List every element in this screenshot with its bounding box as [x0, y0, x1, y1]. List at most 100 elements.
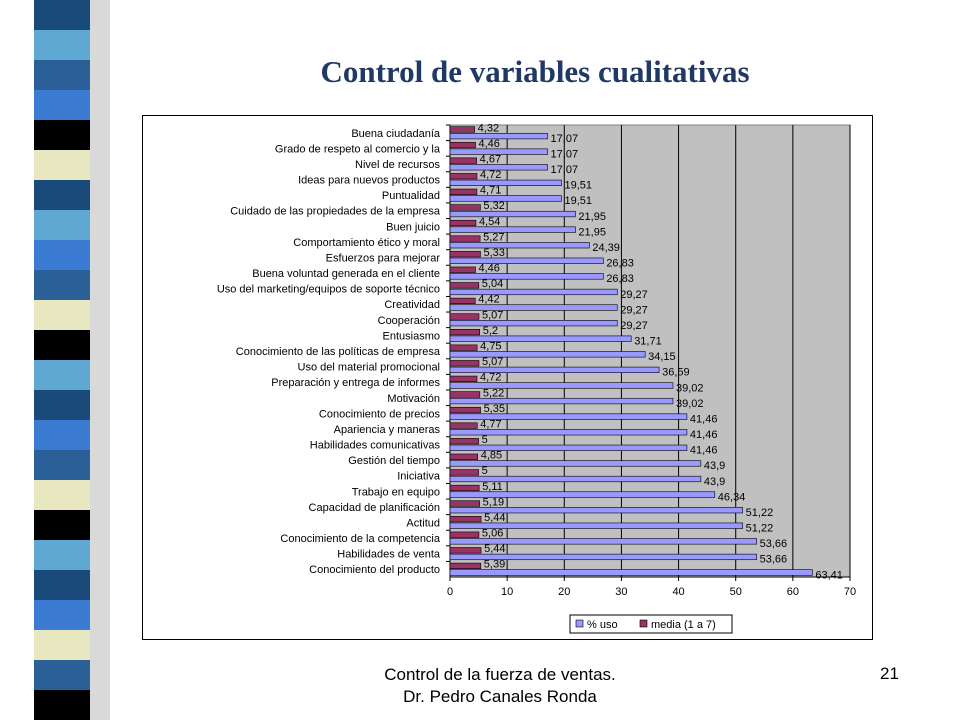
category-label: Actitud [406, 517, 440, 529]
bar-uso [449, 195, 562, 202]
category-label: Apariencia y maneras [334, 424, 441, 436]
stripe-block [34, 480, 90, 511]
data-label-uso: 19,51 [564, 180, 592, 192]
bar-uso [449, 351, 646, 358]
data-label-uso: 39,02 [676, 382, 704, 394]
bar-media [449, 141, 476, 149]
data-label-uso: 29,27 [620, 289, 648, 301]
data-label-media: 5,27 [483, 231, 504, 243]
data-label-uso: 17,07 [551, 164, 579, 176]
data-label-uso: 21,95 [578, 211, 606, 223]
legend-label: media (1 a 7) [651, 619, 716, 631]
category-label: Ideas para nuevos productos [298, 175, 440, 187]
bar-uso [449, 429, 688, 436]
bar-media [449, 391, 481, 398]
data-label-media: 5 [482, 465, 488, 477]
stripe-block [34, 390, 90, 421]
data-label-uso: 53,66 [760, 554, 788, 566]
data-label-media: 5,39 [484, 559, 505, 571]
stripe-shadow [88, 0, 110, 720]
bar-media [449, 266, 476, 273]
data-label-uso: 17,07 [551, 148, 579, 160]
bar-uso [449, 507, 743, 514]
legend-label: % uso [587, 619, 618, 631]
category-label: Esfuerzos para mejorar [326, 252, 441, 264]
stripe-block [34, 270, 90, 301]
bar-media [449, 438, 479, 445]
data-label-uso: 26,83 [606, 273, 634, 285]
data-label-media: 5,11 [482, 481, 503, 493]
category-label: Cooperación [378, 315, 440, 327]
data-label-uso: 29,27 [620, 304, 648, 316]
category-label: Grado de respeto al comercio y la [275, 143, 441, 155]
category-label: Trabajo en equipo [352, 486, 440, 498]
bar-uso [449, 242, 590, 249]
data-label-media: 4,71 [480, 185, 501, 197]
stripe-block [34, 210, 90, 241]
data-label-uso: 43,9 [704, 476, 725, 488]
decorative-stripe [34, 0, 110, 720]
stripe-block [34, 570, 90, 601]
data-label-media: 5,19 [483, 496, 504, 508]
bar-uso [449, 179, 562, 186]
category-label: Buen juicio [386, 221, 440, 233]
bar-uso [449, 132, 548, 140]
bar-uso [449, 210, 576, 218]
footer: Control de la fuerza de ventas. Dr. Pedr… [300, 664, 700, 708]
category-label: Cuidado de las propiedades de la empresa [230, 206, 441, 218]
bar-uso [449, 320, 618, 327]
category-label: Habilidades de venta [337, 549, 441, 561]
data-label-media: 4,54 [479, 216, 500, 228]
stripe-block [34, 420, 90, 451]
stripe-block [34, 330, 90, 361]
bar-media [449, 219, 477, 227]
data-label-media: 5,35 [484, 403, 505, 415]
data-label-uso: 29,27 [620, 320, 648, 332]
data-label-uso: 51,22 [746, 507, 774, 519]
stripe-block [34, 660, 90, 691]
bar-chart: 0 10 20 30 40 50 60 70 Buena ciudadanía 4,32 17,07… [142, 115, 873, 640]
stripe-block [34, 30, 90, 61]
data-label-media: 5 [482, 434, 488, 446]
data-label-media: 4,32 [478, 122, 499, 134]
bar-uso [449, 335, 632, 342]
bar-uso [449, 382, 674, 389]
data-label-media: 5,2 [483, 325, 498, 337]
bar-uso [449, 413, 688, 420]
category-label: Buena ciudadanía [351, 128, 441, 140]
category-label: Conocimiento de precios [319, 408, 441, 420]
bar-media [449, 531, 480, 538]
bar-media [449, 422, 478, 429]
data-label-uso: 36,59 [662, 367, 690, 379]
bar-uso [449, 522, 743, 529]
stripe-block [34, 150, 90, 181]
data-label-media: 5,06 [482, 528, 503, 540]
bar-media [449, 360, 480, 367]
stripe-block [34, 0, 90, 31]
category-label: Entusiasmo [383, 330, 440, 342]
bar-media [449, 469, 479, 476]
bar-uso [449, 257, 604, 264]
data-label-media: 5,32 [483, 200, 504, 212]
data-label-media: 5,44 [484, 543, 505, 555]
stripe-block [34, 180, 90, 211]
data-label-uso: 53,66 [760, 538, 788, 550]
stripe-block [34, 690, 90, 720]
bar-uso [449, 491, 716, 498]
bar-media [449, 297, 476, 305]
data-label-uso: 63,41 [815, 569, 843, 581]
stripe-block [34, 120, 90, 151]
stripe-block [34, 300, 90, 331]
bar-media [449, 375, 478, 382]
bar-media [449, 157, 477, 164]
category-label: Iniciativa [397, 471, 441, 483]
data-label-uso: 26,83 [606, 258, 634, 270]
x-tick-label: 50 [730, 586, 742, 598]
x-tick-label: 0 [447, 586, 453, 598]
page-number: 21 [880, 664, 899, 683]
bar-media [449, 500, 480, 507]
data-label-uso: 51,22 [746, 523, 774, 535]
data-label-uso: 24,39 [592, 242, 620, 254]
data-label-media: 4,67 [480, 153, 501, 165]
stripe-block [34, 540, 90, 571]
